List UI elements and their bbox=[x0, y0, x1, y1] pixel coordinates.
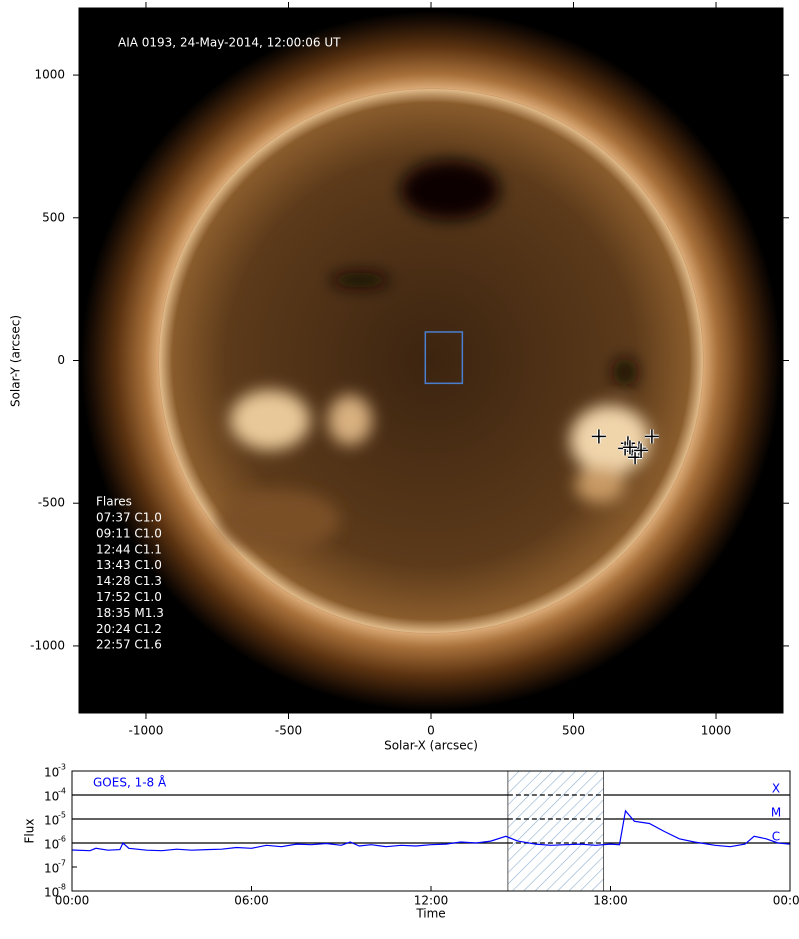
y-tick-exponent: -3 bbox=[58, 763, 66, 772]
y-tick-label: -1000 bbox=[30, 638, 65, 652]
flare-label: 20:24 C1.2 bbox=[96, 622, 162, 636]
plot-background bbox=[72, 771, 790, 891]
flare-label: 18:35 M1.3 bbox=[96, 606, 164, 620]
legend-label: GOES, 1-8 Å bbox=[93, 775, 167, 790]
y-tick-label: 10 bbox=[44, 790, 59, 804]
goes-panel: Time Flux XMC GOES, 1-8 Å 00:00 06:00 12:00 1… bbox=[23, 763, 799, 921]
level-label: C bbox=[772, 830, 780, 844]
y-tick-label: 0 bbox=[57, 353, 65, 367]
y-tick-label: 10 bbox=[44, 838, 59, 852]
y-tick-exponent: -8 bbox=[58, 883, 66, 892]
flare-label: 14:28 C1.3 bbox=[96, 574, 162, 588]
x-tick-label: 500 bbox=[562, 724, 585, 738]
highlight-span bbox=[507, 770, 605, 892]
x-tick-label: 00:00 bbox=[55, 894, 90, 908]
x-tick-label: 1000 bbox=[701, 724, 732, 738]
x-tick-label: 12:00 bbox=[414, 894, 449, 908]
y-tick-exponent: -7 bbox=[58, 859, 66, 868]
flare-label: 12:44 C1.1 bbox=[96, 542, 162, 556]
y-tick-label: 1000 bbox=[34, 68, 65, 82]
y-tick-exponent: -6 bbox=[58, 835, 66, 844]
y-tick-label: 10 bbox=[44, 862, 59, 876]
x-axis-label: Solar-X (arcsec) bbox=[384, 739, 478, 753]
image-title: AIA 0193, 24-May-2014, 12:00:06 UT bbox=[118, 36, 341, 50]
region-box bbox=[424, 331, 464, 385]
flare-label: 13:43 C1.0 bbox=[96, 558, 162, 572]
x-axis-label: Time bbox=[415, 907, 445, 921]
flare-label: 22:57 C1.6 bbox=[96, 638, 162, 652]
flare-label: 17:52 C1.0 bbox=[96, 590, 162, 604]
x-tick-label: 00:00 bbox=[773, 894, 799, 908]
sun-image bbox=[81, 11, 781, 711]
y-tick-label: 500 bbox=[42, 210, 65, 224]
y-tick-label: -500 bbox=[38, 496, 65, 510]
level-label: M bbox=[771, 806, 781, 820]
image-panel: AIA 0193, 24-May-2014, 12:00:06 UT Solar… bbox=[9, 2, 789, 753]
x-tick-label: -1000 bbox=[129, 724, 164, 738]
x-tick-label: 06:00 bbox=[234, 894, 269, 908]
y-axis-label: Solar-Y (arcsec) bbox=[9, 315, 23, 407]
y-tick-label: 10 bbox=[44, 766, 59, 780]
y-tick-exponent: -5 bbox=[58, 811, 66, 820]
y-tick-label: 10 bbox=[44, 814, 59, 828]
y-tick-label: 10 bbox=[44, 886, 59, 900]
features bbox=[220, 160, 650, 550]
flare-label: 09:11 C1.0 bbox=[96, 526, 162, 540]
x-tick-label: 18:00 bbox=[593, 894, 628, 908]
x-tick-label: -500 bbox=[275, 724, 302, 738]
y-tick-exponent: -4 bbox=[58, 787, 66, 796]
flare-label: 07:37 C1.0 bbox=[96, 511, 162, 525]
level-label: X bbox=[772, 782, 780, 796]
flares-title: Flares bbox=[96, 495, 132, 509]
flux-line bbox=[71, 809, 791, 852]
y-axis-label: Flux bbox=[23, 819, 37, 844]
x-tick-label: 0 bbox=[427, 724, 435, 738]
